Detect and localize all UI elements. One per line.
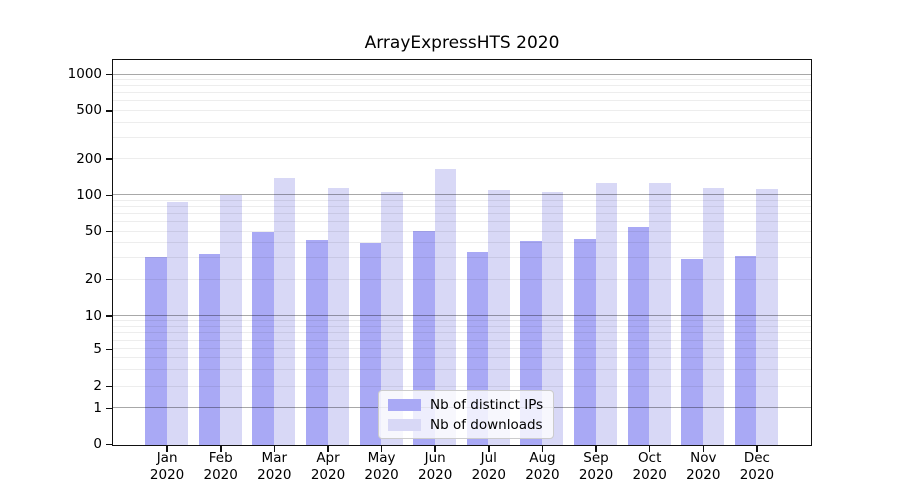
y-tick-label-20: 20 [84, 271, 102, 288]
x-tick-label-jun-2020: Jun 2020 [418, 450, 453, 483]
bar-distinct-ips-apr [306, 240, 328, 445]
x-tick-aug [541, 446, 544, 452]
bar-downloads-dec [756, 189, 778, 445]
x-tick-sep [595, 446, 597, 452]
y-tick-label-10: 10 [84, 307, 102, 324]
x-tick-apr [327, 446, 329, 452]
x-tick-label-apr-2020: Apr 2020 [310, 450, 346, 483]
y-tick-5 [105, 348, 113, 351]
bar-distinct-ips-jan [145, 257, 167, 445]
x-tick-label-feb-2020: Feb 2020 [203, 450, 238, 483]
y-tick-label-5: 5 [93, 340, 102, 357]
x-tick-may [380, 446, 383, 452]
x-tick-label-oct-2020: Oct 2020 [632, 450, 667, 483]
y-tick-label-50: 50 [84, 223, 102, 240]
bar-downloads-may [381, 192, 403, 445]
x-tick-feb [220, 446, 222, 452]
y-tick-label-2: 2 [93, 378, 102, 395]
y-tick-50 [105, 230, 113, 233]
x-tick-label-may-2020: May 2020 [364, 450, 399, 483]
bar-distinct-ips-sep [574, 238, 596, 445]
x-tick-label-nov-2020: Nov 2020 [686, 450, 721, 483]
y-tick-label-0: 0 [93, 435, 102, 452]
x-tick-dec [756, 446, 758, 452]
legend-item-distinct-ips: Nb of distinct IPs [388, 396, 543, 413]
bar-downloads-jun [434, 169, 457, 445]
bars-layer [113, 60, 811, 445]
legend-swatch-downloads [388, 418, 421, 431]
x-tick-label-jul-2020: Jul 2020 [471, 450, 506, 483]
x-tick-label-sep-2020: Sep 2020 [578, 450, 614, 483]
x-tick-label-mar-2020: Mar 2020 [257, 450, 292, 483]
y-tick-label-1: 1 [93, 399, 102, 416]
x-tick-jul [488, 446, 490, 452]
x-tick-mar [273, 446, 276, 452]
legend: Nb of distinct IPs Nb of downloads [378, 390, 555, 439]
bar-downloads-oct [649, 183, 671, 445]
bar-downloads-feb [220, 194, 242, 445]
y-tick-0 [105, 443, 113, 446]
y-tick-10 [105, 315, 113, 317]
bar-downloads-mar [273, 178, 296, 445]
legend-label-downloads: Nb of downloads [430, 416, 543, 433]
bar-distinct-ips-nov [681, 258, 703, 445]
legend-swatch-distinct-ips [388, 398, 421, 411]
bar-downloads-jan [166, 201, 189, 445]
legend-label-distinct-ips: Nb of distinct IPs [430, 396, 544, 413]
x-tick-label-aug-2020: Aug 2020 [525, 450, 560, 483]
x-tick-label-jan-2020: Jan 2020 [149, 450, 185, 483]
bar-distinct-ips-may [359, 242, 382, 445]
y-tick-200 [105, 158, 113, 160]
bar-downloads-jul [488, 190, 510, 445]
bar-downloads-sep [595, 182, 617, 445]
x-tick-nov [702, 446, 704, 452]
y-tick-label-200: 200 [76, 150, 102, 167]
plot-area [112, 59, 812, 446]
y-tick-500 [105, 110, 113, 112]
legend-item-downloads: Nb of downloads [388, 416, 543, 433]
bar-distinct-ips-dec [734, 255, 757, 445]
y-tick-label-500: 500 [76, 102, 102, 119]
x-tick-jun [434, 446, 436, 452]
bar-downloads-nov [702, 188, 725, 445]
bar-distinct-ips-mar [252, 232, 274, 445]
bar-distinct-ips-feb [198, 253, 221, 445]
bar-downloads-apr [327, 188, 349, 445]
x-tick-oct [648, 446, 651, 452]
x-tick-jan [166, 446, 168, 452]
y-tick-1 [105, 407, 113, 410]
y-tick-label-100: 100 [76, 186, 102, 203]
y-tick-label-1000: 1000 [67, 66, 102, 83]
chart-title: ArrayExpressHTS 2020 [364, 33, 560, 53]
y-tick-2 [105, 385, 113, 388]
y-tick-20 [105, 278, 113, 281]
y-tick-1000 [105, 73, 113, 76]
y-tick-100 [105, 194, 113, 197]
bar-distinct-ips-oct [627, 227, 650, 445]
bar-downloads-aug [541, 192, 564, 445]
x-tick-label-dec-2020: Dec 2020 [739, 450, 775, 483]
